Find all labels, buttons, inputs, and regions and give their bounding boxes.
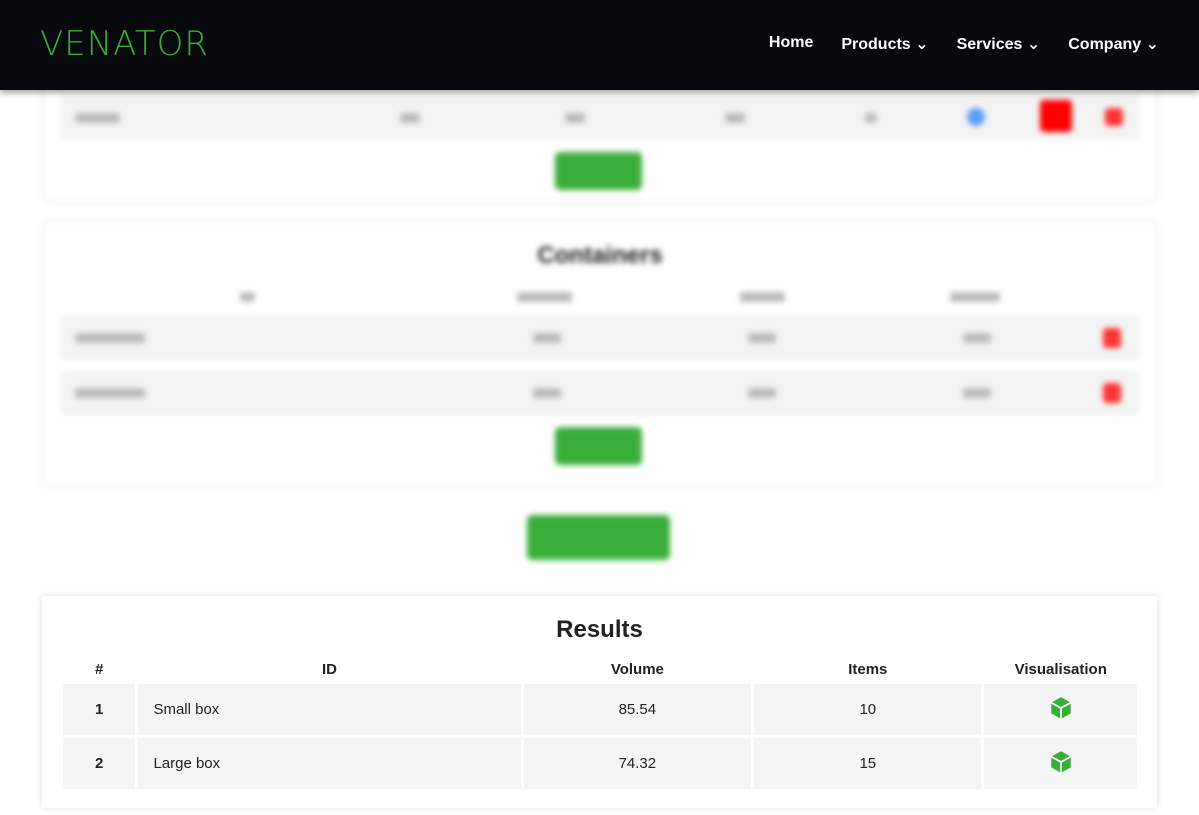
container-row <box>60 370 1140 415</box>
delete-button[interactable] <box>1103 328 1121 348</box>
containers-card: Containers <box>45 222 1155 485</box>
col-id: ID <box>322 660 338 678</box>
table-row: 2 Large box 74.32 15 <box>63 738 1137 789</box>
results-card: Results # ID Volume Items Visualisation … <box>42 596 1157 808</box>
container-row <box>60 315 1140 360</box>
delete-button[interactable] <box>1105 108 1123 126</box>
navbar: VENATOR Home Products ⌄ Services ⌄ Compa… <box>0 0 1199 90</box>
cube-icon[interactable] <box>1048 695 1074 721</box>
col-items: Items <box>848 660 888 678</box>
col-number: # <box>95 660 104 678</box>
color-swatch[interactable] <box>1040 100 1072 132</box>
plan-button[interactable] <box>527 515 670 560</box>
results-table: # ID Volume Items Visualisation 1 Small … <box>60 654 1140 792</box>
item-row <box>60 95 1140 140</box>
delete-button[interactable] <box>1103 383 1121 403</box>
color-dot[interactable] <box>967 108 985 126</box>
add-container-button[interactable] <box>555 427 642 465</box>
nav-home[interactable]: Home <box>768 34 814 51</box>
nav-products[interactable]: Products ⌄ <box>841 36 929 53</box>
logo[interactable]: VENATOR <box>40 24 209 64</box>
table-row: 1 Small box 85.54 10 <box>63 684 1137 735</box>
col-visualisation: Visualisation <box>1014 660 1107 678</box>
nav-services[interactable]: Services ⌄ <box>956 36 1041 53</box>
containers-title: Containers <box>537 242 663 269</box>
cube-icon[interactable] <box>1048 749 1074 775</box>
col-volume: Volume <box>610 660 664 678</box>
nav-company[interactable]: Company ⌄ <box>1068 36 1159 53</box>
results-title: Results <box>556 616 643 643</box>
add-item-button[interactable] <box>555 152 642 190</box>
